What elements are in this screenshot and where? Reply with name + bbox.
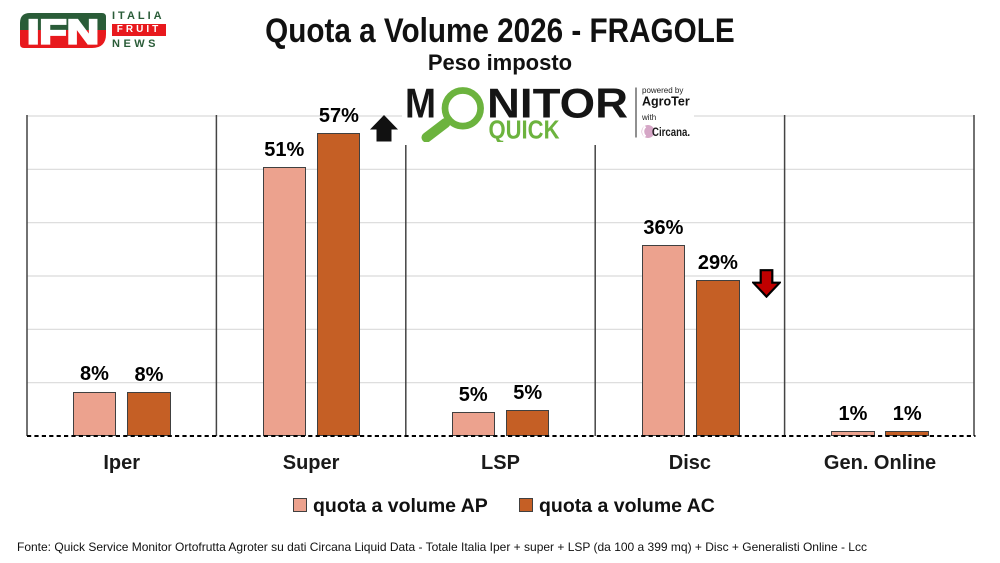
svg-text:AgroTer: AgroTer: [642, 95, 690, 109]
svg-text:IFN: IFN: [27, 14, 99, 50]
svg-text:M: M: [405, 82, 436, 127]
svg-text:QUICK: QUICK: [489, 117, 560, 143]
svg-text:NITOR: NITOR: [487, 82, 628, 127]
svg-text:Circana.: Circana.: [652, 127, 690, 139]
svg-text:powered by: powered by: [642, 86, 683, 95]
svg-text:with: with: [641, 113, 656, 122]
